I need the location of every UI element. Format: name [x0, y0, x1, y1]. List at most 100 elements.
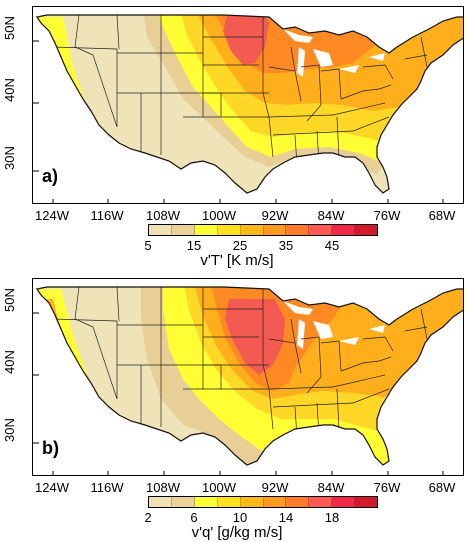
map-vq-svg	[33, 286, 463, 475]
field-contours	[37, 15, 463, 193]
lat-label-30n: 30N	[2, 418, 17, 442]
cb-tick: 14	[278, 510, 294, 525]
lat-label-50n: 50N	[2, 288, 17, 312]
lake-shape	[369, 325, 385, 333]
state-border	[420, 36, 428, 68]
lon-label-100w: 100W	[202, 480, 236, 495]
cb-tick: 45	[324, 238, 340, 253]
colorbar-swatch	[263, 225, 287, 235]
state-border	[320, 340, 342, 372]
colorbar-swatch	[217, 497, 241, 507]
lon-label-108w: 108W	[146, 208, 180, 223]
colorbar-vq	[148, 496, 378, 508]
lon-label-124w: 124W	[35, 480, 69, 495]
panel-b: 50N 40N 30N b) 124W 116W 108W 100W 92W 8…	[0, 272, 474, 542]
state-border	[268, 114, 334, 118]
colorbar-title-vt: v'T' [K m/s]	[200, 252, 274, 269]
colorbar-swatch	[309, 497, 333, 507]
map-vt-svg	[33, 14, 463, 203]
cb-tick: 5	[144, 238, 152, 253]
lat-label-50n: 50N	[2, 16, 17, 40]
colorbar-vt	[148, 224, 378, 236]
state-border	[290, 318, 296, 344]
state-border	[272, 402, 354, 408]
state-border	[362, 336, 394, 352]
lon-label-68w: 68W	[428, 480, 456, 495]
state-border	[340, 356, 392, 372]
lon-label-68w: 68W	[428, 208, 456, 223]
colorbar-swatch	[171, 225, 195, 235]
state-border	[332, 374, 386, 388]
colorbar-swatch	[240, 497, 264, 507]
state-border	[74, 15, 94, 56]
state-border	[300, 336, 322, 394]
colorbar-ticks-vq: 2 6 10 14 18	[144, 510, 378, 525]
map-vq-flux	[32, 278, 464, 476]
map-vt-flux	[32, 6, 464, 204]
lon-label-84w: 84W	[317, 480, 345, 495]
lake-shape	[283, 301, 313, 315]
lon-axis-a: 124W 116W 108W 100W 92W 84W 76W 68W	[32, 208, 464, 224]
state-border	[74, 287, 94, 328]
state-border	[262, 289, 270, 390]
state-border	[352, 388, 390, 404]
state-border	[352, 116, 390, 132]
lake-shape	[297, 47, 305, 77]
state-border	[92, 54, 118, 128]
lon-label-116w: 116W	[90, 480, 124, 495]
state-border	[290, 46, 296, 72]
panel-a: 50N 40N 30N a) 124W 116W 108W 100W 92W 8…	[2, 6, 464, 269]
state-border	[262, 17, 270, 118]
colorbar-title-vq: v'q' [g/kg m/s]	[191, 524, 283, 541]
colorbar-swatch	[309, 225, 333, 235]
field-contours	[37, 287, 463, 465]
state-border	[336, 116, 340, 158]
colorbar-swatch	[217, 225, 241, 235]
us-outline	[36, 286, 463, 466]
lon-label-76w: 76W	[373, 480, 401, 495]
colorbar-swatch	[355, 497, 378, 507]
colorbar-swatch	[332, 497, 356, 507]
colorbar-swatch	[355, 225, 378, 235]
state-border	[52, 46, 118, 50]
lake-shape	[313, 49, 333, 67]
colorbar-swatch	[263, 497, 287, 507]
state-border	[116, 15, 120, 50]
cb-tick: 18	[324, 510, 340, 525]
lake-shape	[313, 321, 333, 339]
lon-label-116w: 116W	[90, 208, 124, 223]
colorbar-swatch	[286, 497, 310, 507]
lake-shape	[369, 53, 385, 61]
colorbar-swatch	[171, 497, 195, 507]
cb-tick: 35	[278, 238, 294, 253]
lat-label-40n: 40N	[2, 350, 17, 374]
colorbar-swatch	[149, 225, 172, 235]
colorbar-ticks-vt: 5 15 25 35 45	[144, 238, 378, 253]
colorbar-swatch	[332, 225, 356, 235]
state-border	[336, 388, 340, 430]
cb-tick: 10	[232, 510, 248, 525]
state-border	[268, 386, 334, 390]
panel-tag-b: b)	[42, 438, 59, 458]
cb-tick: 2	[144, 510, 152, 525]
colorbar-swatch	[194, 225, 218, 235]
us-outline	[36, 14, 463, 194]
state-border	[52, 318, 118, 322]
lon-label-84w: 84W	[317, 208, 345, 223]
lake-shape	[297, 319, 305, 349]
lon-label-100w: 100W	[202, 208, 236, 223]
state-border	[420, 308, 428, 340]
state-border	[92, 326, 118, 400]
state-border	[332, 102, 386, 116]
colorbar-swatch	[286, 225, 310, 235]
state-border	[362, 64, 394, 80]
state-border	[116, 287, 120, 322]
lon-label-92w: 92W	[261, 480, 289, 495]
lat-label-30n: 30N	[2, 146, 17, 170]
lon-label-76w: 76W	[373, 208, 401, 223]
lon-axis-b: 124W 116W 108W 100W 92W 84W 76W 68W	[32, 480, 464, 496]
state-border	[404, 54, 428, 60]
state-border	[272, 130, 354, 136]
state-border	[300, 64, 322, 122]
lake-shape	[339, 337, 359, 345]
